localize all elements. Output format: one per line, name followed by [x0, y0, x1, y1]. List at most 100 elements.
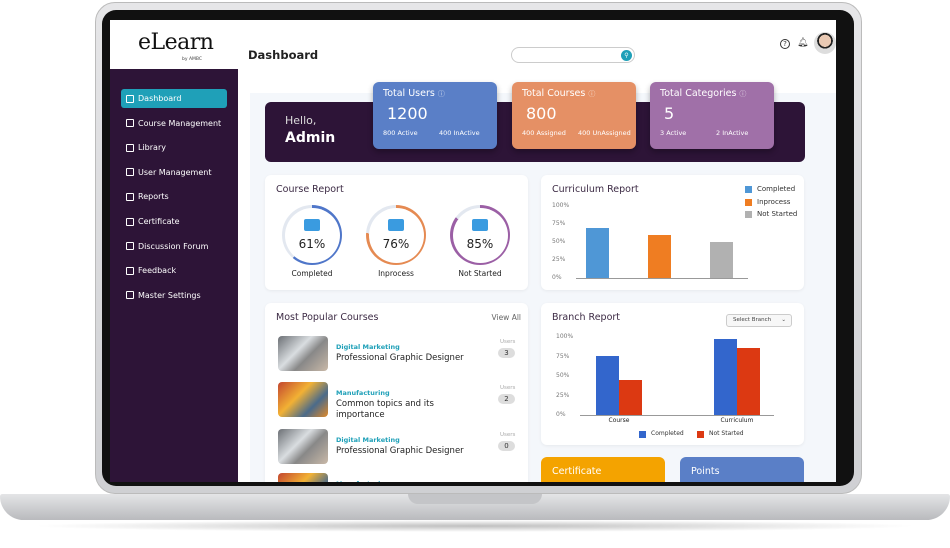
search-icon[interactable]: ⚲ — [621, 49, 632, 61]
stat-title-text: Total Users — [383, 88, 435, 99]
users-label: Users — [500, 385, 516, 391]
stat-card-total-users[interactable]: Total Users ⓘ 1200 800 Active 400 InActive — [373, 82, 497, 149]
bar-curriculum-completed — [714, 339, 737, 415]
points-title: Points — [691, 466, 720, 477]
x-axis — [580, 415, 774, 416]
logo-sub: by AMBC — [182, 57, 203, 62]
branch-report-title: Branch Report — [552, 312, 621, 323]
stat-sub-1: 800 Active — [383, 129, 418, 137]
stat-sub-2: 2 InActive — [716, 129, 749, 137]
bar-course-completed — [596, 355, 619, 415]
points-card[interactable]: Points — [680, 457, 804, 482]
progress-ring: 76% — [366, 205, 426, 265]
y-tick-label: 25% — [552, 256, 566, 263]
laptop-shadow — [30, 520, 920, 532]
curriculum-report-title: Curriculum Report — [552, 184, 639, 195]
course-category: Digital Marketing — [336, 343, 400, 351]
course-thumbnail — [278, 429, 328, 464]
stat-card-total-categories[interactable]: Total Categories ⓘ 5 3 Active 2 InActive — [650, 82, 774, 149]
progress-ring: 85% — [450, 205, 510, 265]
course-category: Manufacturing — [336, 480, 390, 482]
avatar[interactable] — [814, 32, 836, 54]
legend-item: Not Started — [745, 210, 797, 219]
curriculum-report-card: Curriculum Report 100% 75% 50% 25% 0% Complet… — [541, 175, 804, 290]
view-all-link[interactable]: View All — [491, 313, 521, 322]
y-tick-label: 50% — [556, 372, 570, 379]
sidebar-item-discussion-forum[interactable]: Discussion Forum — [121, 237, 227, 256]
legend-label: Completed — [757, 185, 796, 193]
y-tick-label: 0% — [556, 411, 566, 418]
sidebar-item-feedback[interactable]: Feedback — [121, 261, 227, 280]
sidebar-item-label: Discussion Forum — [138, 241, 209, 251]
branch-select-value: Select Branch — [733, 317, 772, 323]
screen: eLearn by AMBC Dashboard ⚲ ? 🔔︎ Dashboar… — [110, 20, 836, 482]
list-item[interactable]: Digital Marketing Professional Graphic De… — [278, 429, 518, 469]
y-tick-label: 75% — [556, 352, 570, 360]
sidebar-item-course-management[interactable]: Course Management — [121, 114, 227, 133]
list-item[interactable]: Manufacturing — [278, 473, 518, 482]
course-icon — [126, 119, 134, 128]
ring-label: Inprocess — [378, 269, 414, 278]
stat-title: Total Users ⓘ — [383, 88, 445, 100]
x-tick-label: Curriculum — [720, 417, 754, 424]
stat-value: 800 — [526, 104, 557, 123]
sidebar-item-user-management[interactable]: User Management — [121, 163, 227, 182]
chevron-down-icon: ⌄ — [781, 317, 786, 323]
page-title: Dashboard — [248, 48, 319, 62]
bar-completed — [586, 227, 609, 278]
stat-sub-1: 3 Active — [660, 129, 687, 137]
legend-item: Completed — [745, 185, 795, 194]
info-icon: ⓘ — [739, 90, 747, 98]
sidebar-item-library[interactable]: Library — [121, 138, 227, 157]
bar-not-started — [710, 242, 733, 278]
legend-swatch — [745, 186, 752, 193]
sidebar-item-label: Certificate — [138, 217, 180, 226]
sidebar-item-dashboard[interactable]: Dashboard — [121, 89, 227, 108]
legend-swatch — [745, 211, 752, 218]
branch-select[interactable]: Select Branch ⌄ — [726, 314, 792, 327]
sidebar: Dashboard Course Management Library User Ma… — [110, 69, 238, 482]
ring-inner — [368, 207, 424, 263]
search-input[interactable]: ⚲ — [511, 47, 635, 63]
ring-inner — [284, 207, 340, 263]
feedback-icon — [126, 266, 134, 275]
sidebar-item-label: Dashboard — [138, 94, 182, 103]
sidebar-item-label: Feedback — [138, 266, 177, 276]
stat-title: Total Categories ⓘ — [660, 88, 746, 100]
sidebar-item-label: Reports — [138, 192, 169, 202]
stat-value: 1200 — [387, 104, 428, 123]
ring-percent: 85% — [466, 237, 494, 251]
help-icon[interactable]: ? — [780, 39, 790, 49]
legend-item: Inprocess — [745, 198, 790, 207]
course-report-title: Course Report — [276, 184, 344, 195]
certificate-card[interactable]: Certificate — [541, 457, 665, 482]
course-thumbnail — [278, 336, 328, 371]
sidebar-item-certificate[interactable]: Certificate — [121, 212, 227, 231]
sidebar-item-label: Master Settings — [138, 290, 201, 300]
users-count-badge: 3 — [498, 348, 515, 358]
sidebar-item-reports[interactable]: Reports — [121, 187, 227, 206]
legend-item: Completed — [639, 430, 684, 438]
branch-report-card: Branch Report Select Branch ⌄ 100% 75% 50% 2… — [541, 303, 804, 445]
list-item[interactable]: Digital Marketing Professional Graphic De… — [278, 336, 518, 376]
stat-card-total-courses[interactable]: Total Courses ⓘ 800 400 Assigned 400 UnAssig… — [512, 82, 636, 149]
grid-icon — [126, 94, 134, 103]
library-icon — [126, 143, 134, 152]
y-tick-label: 50% — [552, 238, 566, 245]
legend-label: Not Started — [709, 430, 744, 437]
monitor-icon — [388, 219, 404, 231]
course-category: Digital Marketing — [336, 436, 400, 444]
sidebar-item-master-settings[interactable]: Master Settings — [121, 286, 227, 305]
users-count-badge: 2 — [498, 394, 515, 404]
stat-sub-2: 400 InActive — [439, 129, 480, 137]
stat-sub-2: 400 UnAssigned — [578, 129, 631, 137]
course-name: Professional Graphic Designer — [336, 446, 464, 456]
settings-icon — [126, 291, 134, 300]
certificate-title: Certificate — [552, 466, 602, 477]
course-name: Professional Graphic Designer — [336, 353, 464, 363]
laptop-notch — [408, 494, 542, 504]
y-tick-label: 100% — [552, 202, 570, 209]
list-item[interactable]: Manufacturing Common topics and its impor… — [278, 382, 518, 422]
bell-icon[interactable]: 🔔︎ — [797, 38, 809, 48]
sidebar-item-label: Course Management — [138, 118, 222, 128]
